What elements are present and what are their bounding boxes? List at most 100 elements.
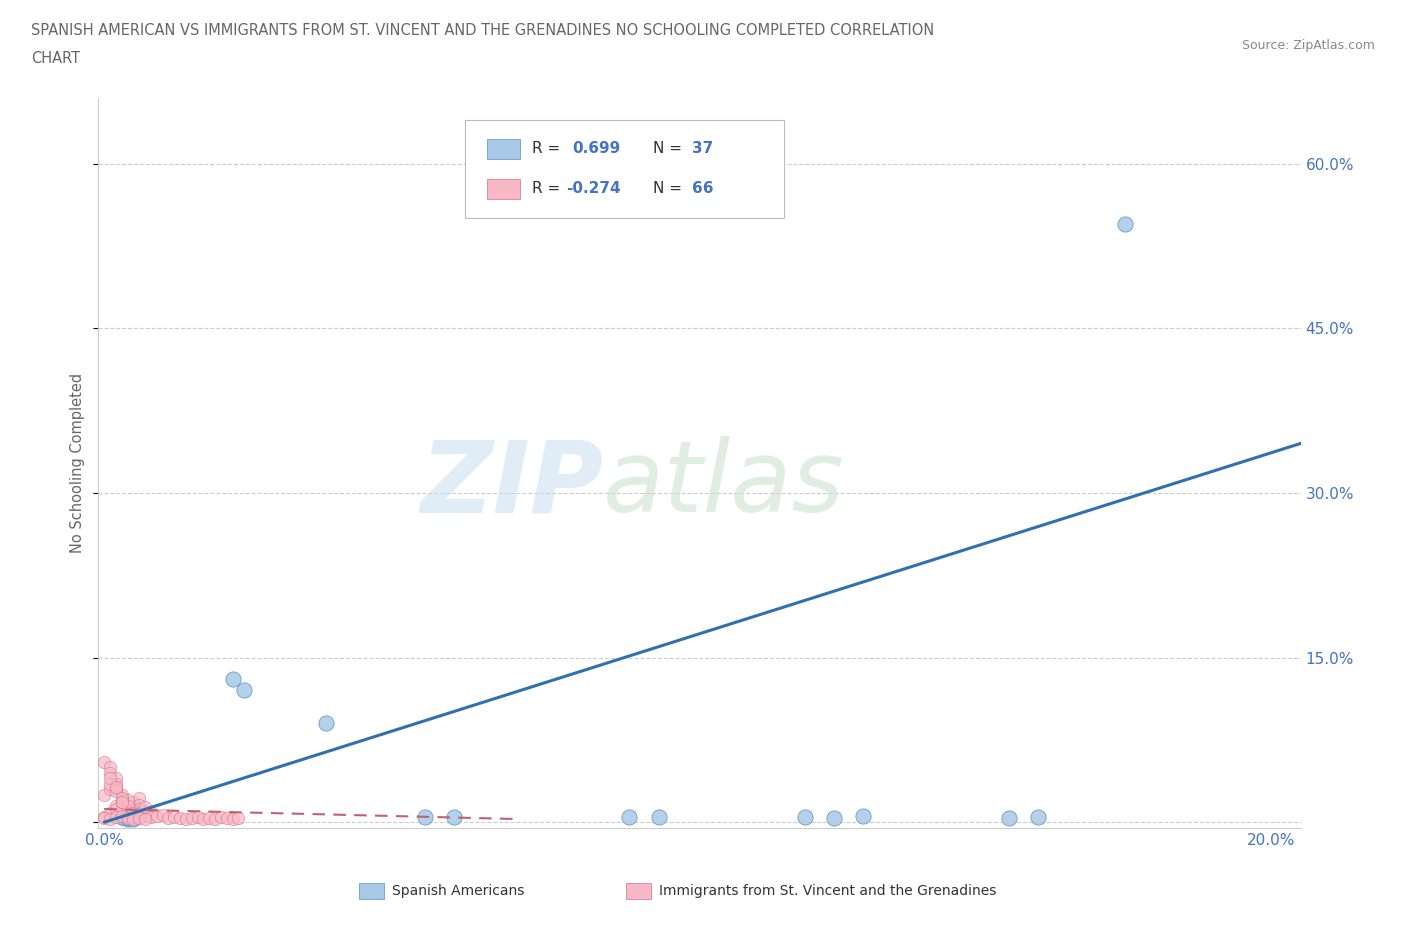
Point <box>117 812 139 827</box>
Point <box>111 804 134 818</box>
Point <box>209 809 232 824</box>
Text: SPANISH AMERICAN VS IMMIGRANTS FROM ST. VINCENT AND THE GRENADINES NO SCHOOLING : SPANISH AMERICAN VS IMMIGRANTS FROM ST. … <box>31 23 934 38</box>
Point <box>122 806 145 821</box>
Point <box>98 782 121 797</box>
Point <box>204 812 226 827</box>
Point <box>1026 809 1049 824</box>
Point <box>122 812 145 827</box>
Point <box>98 812 121 827</box>
Text: R =: R = <box>533 181 565 196</box>
Point <box>122 810 145 825</box>
Text: atlas: atlas <box>603 436 845 533</box>
Point <box>104 771 127 786</box>
Point <box>117 804 139 818</box>
Point <box>111 792 134 807</box>
Point <box>315 716 337 731</box>
Point <box>198 810 221 825</box>
Point <box>122 812 145 827</box>
Point <box>852 808 875 823</box>
Point <box>93 810 115 825</box>
Point <box>128 790 150 805</box>
Point <box>139 809 162 824</box>
Bar <box>486 139 520 159</box>
Point <box>221 672 243 687</box>
Point <box>117 808 139 823</box>
Point <box>157 810 180 825</box>
Point <box>117 810 139 825</box>
Text: 0.699: 0.699 <box>572 141 620 156</box>
Point <box>163 809 186 824</box>
Point <box>134 804 156 818</box>
Point <box>104 809 127 824</box>
Point <box>104 798 127 813</box>
Point <box>98 765 121 780</box>
Point <box>111 809 134 824</box>
Point <box>117 808 139 823</box>
Point <box>997 810 1019 825</box>
Point <box>98 806 121 821</box>
Point <box>180 810 202 825</box>
Point <box>122 804 145 818</box>
Point <box>122 802 145 817</box>
Point <box>233 683 256 698</box>
Point <box>104 779 127 794</box>
Point <box>152 807 174 822</box>
Point <box>134 812 156 827</box>
Point <box>793 809 815 824</box>
Text: ZIP: ZIP <box>420 436 603 533</box>
Point <box>215 810 238 825</box>
Text: Spanish Americans: Spanish Americans <box>392 884 524 898</box>
Text: Source: ZipAtlas.com: Source: ZipAtlas.com <box>1241 39 1375 52</box>
Point <box>647 809 669 824</box>
Point <box>128 809 150 824</box>
Point <box>98 771 121 786</box>
Point <box>174 812 197 827</box>
Text: 66: 66 <box>692 181 714 196</box>
Point <box>139 806 162 821</box>
Bar <box>486 179 520 199</box>
Point <box>98 777 121 791</box>
Point <box>111 788 134 803</box>
Point <box>122 806 145 821</box>
Point <box>93 809 115 824</box>
Point <box>134 808 156 823</box>
Point <box>98 760 121 775</box>
Point <box>104 777 127 791</box>
Point <box>111 806 134 821</box>
Point <box>128 810 150 825</box>
Point <box>111 809 134 824</box>
Point <box>823 810 845 825</box>
FancyBboxPatch shape <box>465 120 783 219</box>
Point <box>221 812 243 827</box>
Point <box>104 784 127 799</box>
Text: Immigrants from St. Vincent and the Grenadines: Immigrants from St. Vincent and the Gren… <box>659 884 997 898</box>
Point <box>117 806 139 821</box>
Point <box>93 754 115 769</box>
Point <box>134 800 156 815</box>
Point <box>146 808 169 823</box>
Text: CHART: CHART <box>31 51 80 66</box>
Text: 37: 37 <box>692 141 713 156</box>
Point <box>111 795 134 810</box>
Point <box>117 792 139 807</box>
Point <box>193 812 215 827</box>
Point <box>104 782 127 797</box>
Point <box>104 802 127 817</box>
Point <box>93 788 115 803</box>
Point <box>122 795 145 810</box>
Point <box>169 810 191 825</box>
Text: N =: N = <box>652 141 686 156</box>
Point <box>1114 217 1136 232</box>
Y-axis label: No Schooling Completed: No Schooling Completed <box>70 373 86 552</box>
Point <box>117 810 139 825</box>
Point <box>443 809 465 824</box>
Point <box>111 795 134 810</box>
Point <box>111 790 134 805</box>
Point <box>128 797 150 812</box>
Text: R =: R = <box>533 141 565 156</box>
Point <box>413 809 436 824</box>
Point <box>128 802 150 817</box>
Text: N =: N = <box>652 181 686 196</box>
Point <box>117 798 139 813</box>
Text: -0.274: -0.274 <box>567 181 620 196</box>
